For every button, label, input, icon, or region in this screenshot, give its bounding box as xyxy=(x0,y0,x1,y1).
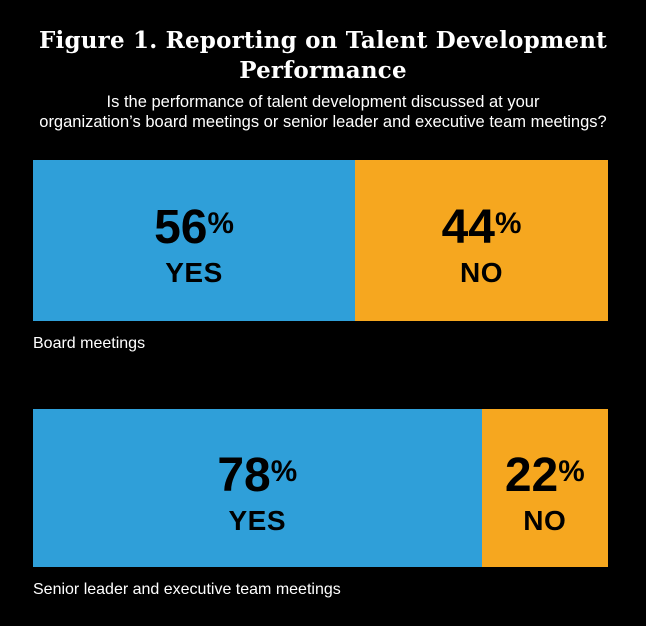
category-label-board-meetings: Board meetings xyxy=(33,335,146,352)
bar-board-meetings: 56% YES 44% NO xyxy=(33,160,608,321)
answer-label: YES xyxy=(165,257,223,288)
answer-label: YES xyxy=(228,504,287,536)
figure-subtitle-line-1: Is the performance of talent development… xyxy=(106,93,540,111)
percent-sign: % xyxy=(558,454,585,488)
percent-sign: % xyxy=(494,206,522,240)
figure-subtitle: Is the performance of talent development… xyxy=(0,92,646,132)
figure-subtitle-line-2: organization’s board meetings or senior … xyxy=(39,113,607,131)
figure-title: Figure 1. Reporting on Talent Developmen… xyxy=(39,27,607,84)
answer-label: NO xyxy=(460,257,503,288)
bar-senior-leader-meetings: 78% YES 22% NO xyxy=(33,409,608,567)
segment-no: 44% NO xyxy=(355,160,608,321)
percent-value: 78% xyxy=(217,448,298,502)
segment-yes: 78% YES xyxy=(33,409,482,567)
bar-row-board-meetings: 56% YES 44% NO Board meetings xyxy=(33,160,608,353)
percent-sign: % xyxy=(270,454,298,488)
percent-value: 22% xyxy=(504,448,585,502)
percent-value: 44% xyxy=(441,201,522,254)
page-background: { "figure": { "title": "Figure 1. Report… xyxy=(0,26,646,626)
category-label-senior-leader-meetings: Senior leader and executive team meeting… xyxy=(33,581,341,598)
percent-sign: % xyxy=(207,206,234,240)
answer-label: NO xyxy=(523,504,567,536)
percent-value: 56% xyxy=(154,201,234,254)
stacked-bar-chart: 56% YES 44% NO Board meetings 78% YES 22… xyxy=(33,160,608,599)
segment-no: 22% NO xyxy=(481,409,608,567)
segment-yes: 56% YES xyxy=(33,160,355,321)
bar-row-senior-leader-meetings: 78% YES 22% NO Senior leader and executi… xyxy=(33,409,608,599)
